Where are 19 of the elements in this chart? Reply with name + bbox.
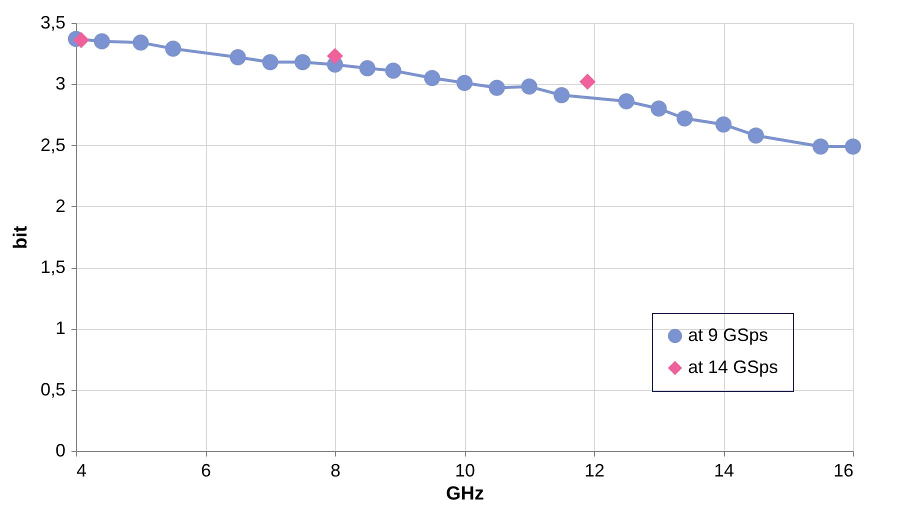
- y-tick-label: 0: [55, 440, 66, 460]
- x-tick-label: 4: [76, 460, 87, 480]
- x-axis-title: GHz: [446, 484, 484, 504]
- y-tick-label: 2: [55, 196, 66, 216]
- y-tick-label: 3,5: [40, 12, 66, 32]
- x-tick-label: 6: [200, 460, 212, 480]
- legend-label: at 14 GSps: [688, 357, 778, 377]
- x-tick-label: 12: [584, 460, 605, 480]
- y-tick-label: 2,5: [40, 134, 66, 155]
- x-tick-label: 16: [833, 460, 854, 480]
- y-tick-label: 0,5: [40, 379, 66, 400]
- y-tick-label: 1: [55, 318, 66, 338]
- x-tick-label: 10: [454, 460, 476, 480]
- y-tick-label: 3: [55, 74, 66, 94]
- legend-label: at 9 GSps: [688, 325, 768, 345]
- y-axis-title: bit: [10, 225, 32, 250]
- x-tick-label: 8: [330, 460, 341, 480]
- y-tick-label: 1,5: [40, 257, 66, 278]
- x-tick-label: 14: [714, 460, 734, 480]
